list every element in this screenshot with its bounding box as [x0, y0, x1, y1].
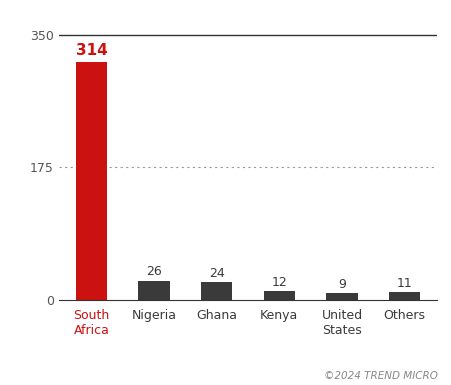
Text: 9: 9 [338, 278, 346, 291]
Bar [389, 292, 420, 300]
Text: 12: 12 [272, 276, 287, 289]
Bar [327, 293, 358, 300]
Text: 314: 314 [76, 43, 107, 58]
Text: ©2024 TREND MICRO: ©2024 TREND MICRO [324, 371, 437, 381]
Text: 11: 11 [397, 277, 413, 290]
Bar [264, 291, 295, 300]
Bar [76, 62, 107, 300]
Text: 26: 26 [146, 265, 162, 278]
Text: 24: 24 [209, 267, 225, 280]
Bar [138, 281, 170, 300]
Bar [201, 282, 232, 300]
